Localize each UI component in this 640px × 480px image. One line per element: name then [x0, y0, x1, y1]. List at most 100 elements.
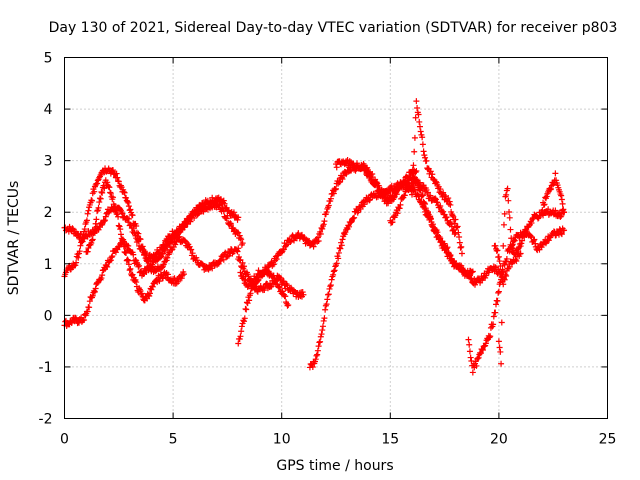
data-point [129, 212, 136, 219]
data-point [126, 267, 133, 274]
y-tick-label: 2 [44, 205, 53, 221]
data-point [144, 257, 151, 264]
data-point [509, 245, 516, 252]
data-point [456, 233, 463, 240]
data-point [125, 215, 132, 222]
data-point [503, 272, 510, 279]
data-point [419, 192, 426, 199]
data-point [84, 210, 91, 217]
data-point [125, 242, 132, 249]
data-point [458, 250, 465, 257]
data-point [318, 331, 325, 338]
data-point [460, 266, 467, 273]
data-point [103, 263, 110, 270]
data-point [145, 257, 152, 264]
data-point [339, 236, 346, 243]
data-point [445, 195, 452, 202]
data-point [189, 250, 196, 257]
data-point [504, 185, 511, 192]
data-point [165, 271, 172, 278]
data-point [115, 213, 122, 220]
data-point [284, 282, 291, 289]
data-point [276, 284, 283, 291]
data-point [117, 226, 124, 233]
data-point [416, 123, 423, 130]
data-point [93, 216, 100, 223]
data-point [273, 277, 280, 284]
data-point [452, 216, 459, 223]
x-tick-label: 10 [273, 432, 291, 448]
data-point [110, 194, 117, 201]
data-point [81, 226, 88, 233]
data-point [335, 255, 342, 262]
data-point [91, 288, 98, 295]
data-point [178, 275, 185, 282]
data-point [118, 209, 125, 216]
data-point [469, 369, 476, 376]
data-point [507, 226, 514, 233]
data-point [465, 272, 472, 279]
data-point [81, 317, 88, 324]
data-point [235, 340, 242, 347]
data-point [473, 362, 480, 369]
data-point [314, 351, 321, 358]
data-point [412, 169, 419, 176]
data-point [310, 243, 317, 250]
data-point [351, 214, 358, 221]
data-point [148, 286, 155, 293]
data-point [86, 304, 93, 311]
data-point [235, 214, 242, 221]
chart-title: Day 130 of 2021, Sidereal Day-to-day VTE… [49, 20, 618, 36]
data-point [337, 245, 344, 252]
data-point [285, 302, 292, 309]
data-point [333, 260, 340, 267]
data-point [85, 207, 92, 214]
data-point [223, 215, 230, 222]
data-point [389, 219, 396, 226]
y-tick-label: 0 [44, 308, 53, 324]
data-point [420, 148, 427, 155]
data-point [394, 210, 401, 217]
data-point [246, 297, 253, 304]
data-point [287, 238, 294, 245]
data-point [375, 187, 382, 194]
data-point [217, 257, 224, 264]
data-point [556, 226, 563, 233]
data-point [502, 271, 509, 278]
data-point [475, 354, 482, 361]
data-point [230, 209, 237, 216]
data-point [75, 254, 82, 261]
data-point [138, 290, 145, 297]
x-tick-label: 0 [60, 432, 69, 448]
data-point [390, 194, 397, 201]
data-point [501, 210, 508, 217]
data-point [315, 343, 322, 350]
data-point [240, 273, 247, 280]
data-point [125, 261, 132, 268]
data-point [312, 356, 319, 363]
data-point [417, 128, 424, 135]
data-point [454, 223, 461, 230]
data-point [338, 242, 345, 249]
data-point [283, 242, 290, 249]
data-point [175, 278, 182, 285]
data-point [561, 209, 568, 216]
data-point [237, 235, 244, 242]
data-point [94, 180, 101, 187]
data-point [333, 185, 339, 192]
data-point [327, 283, 334, 290]
data-point [492, 242, 499, 249]
data-point [325, 202, 332, 209]
data-point [221, 200, 228, 207]
data-point [518, 240, 525, 247]
data-point [298, 231, 305, 238]
data-point [558, 192, 565, 199]
data-point [447, 201, 454, 208]
data-point [500, 242, 507, 249]
data-point [73, 259, 80, 266]
data-point [422, 154, 429, 161]
data-point [176, 233, 183, 240]
data-point [486, 334, 493, 341]
data-point [498, 269, 505, 276]
data-point [106, 184, 113, 191]
